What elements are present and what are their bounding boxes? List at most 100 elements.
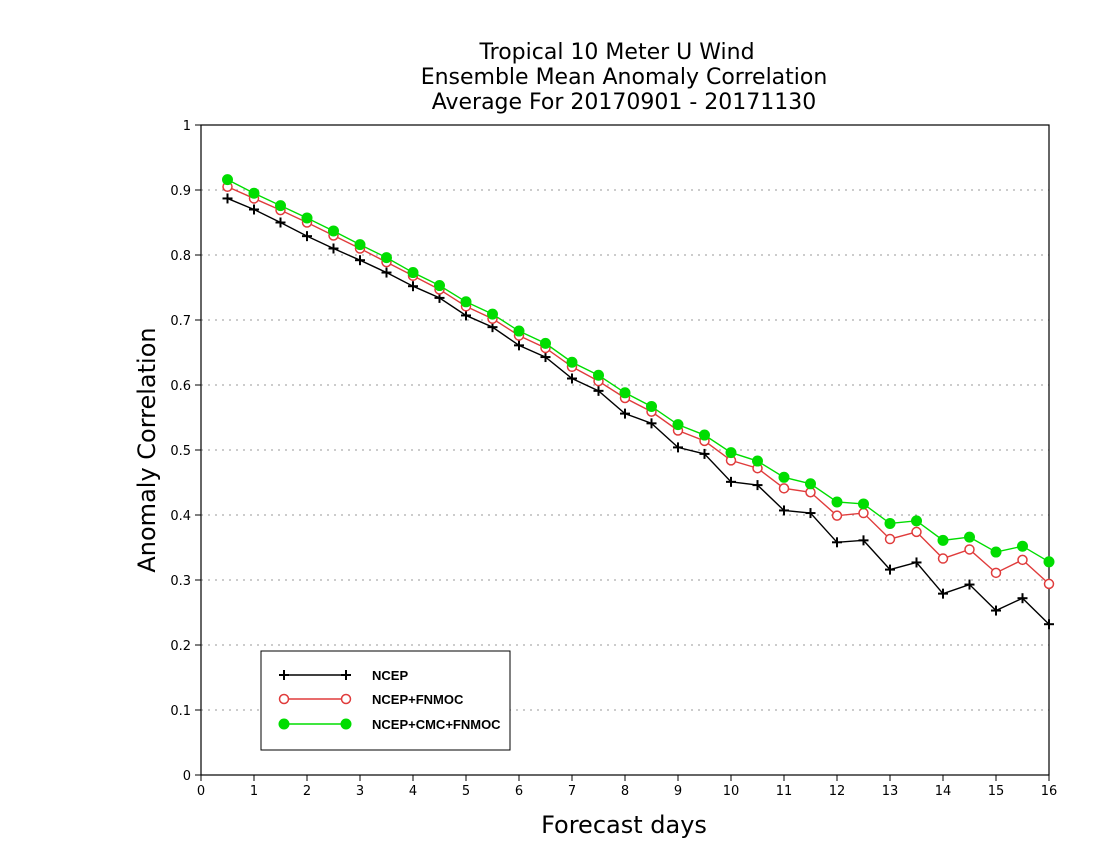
data-point (858, 535, 869, 546)
y-tick-label: 0.9 (170, 184, 191, 199)
data-point (1044, 619, 1054, 630)
series-ncep-fnmoc (222, 181, 1055, 590)
data-point (752, 480, 763, 491)
data-point (752, 455, 763, 467)
data-point (593, 369, 604, 381)
data-point (831, 510, 843, 521)
data-point (540, 352, 551, 363)
y-tick-label: 0 (183, 769, 191, 784)
data-point (858, 507, 869, 519)
legend: NCEP NCEP+FNMOC NCEP+CMC+FNMOC (260, 650, 511, 751)
y-tick-label: 0.2 (170, 639, 191, 654)
series-ncep-cmc-fnmoc (222, 174, 1055, 568)
data-point (805, 508, 816, 519)
x-tick-label: 14 (935, 784, 952, 799)
data-point (567, 373, 577, 384)
data-point (593, 385, 604, 396)
data-point (301, 212, 313, 224)
data-point (726, 476, 736, 487)
chart-title-line-2: Ensemble Mean Anomaly Correlation (421, 65, 828, 90)
data-point (302, 231, 312, 242)
y-tick-label: 0.3 (170, 574, 191, 589)
y-axis-label: Anomaly Correlation (133, 327, 161, 572)
x-tick-label: 8 (621, 784, 629, 799)
data-point (699, 448, 710, 459)
data-point (964, 544, 975, 555)
legend-marker (279, 670, 289, 680)
x-tick-label: 9 (674, 784, 682, 799)
data-point (514, 340, 524, 351)
data-point (328, 225, 339, 237)
data-point (1017, 540, 1028, 552)
data-point (328, 243, 339, 254)
data-point (699, 429, 710, 441)
data-point (646, 400, 657, 412)
data-point (938, 588, 948, 599)
data-point (672, 419, 684, 431)
legend-label: NCEP (372, 668, 408, 683)
series-layer (222, 174, 1055, 630)
legend-marker (340, 718, 352, 730)
x-axis-label: Forecast days (541, 811, 707, 839)
series-line (227, 186, 1050, 585)
data-point (831, 496, 843, 508)
data-point (407, 267, 419, 279)
data-point (248, 187, 260, 199)
data-point (275, 217, 286, 228)
data-point (911, 557, 922, 568)
x-tick-label: 1 (250, 784, 258, 799)
data-point (990, 546, 1002, 558)
data-point (408, 281, 418, 292)
y-tick-label: 0.7 (170, 314, 191, 329)
x-tick-label: 5 (462, 784, 470, 799)
data-point (354, 239, 366, 251)
data-point (778, 483, 790, 494)
data-point (222, 193, 233, 204)
data-point (778, 471, 790, 483)
x-tick-label: 13 (882, 784, 899, 799)
chart-title-line-3: Average For 20170901 - 20171130 (432, 90, 817, 115)
y-tick-label: 0.6 (170, 379, 191, 394)
data-point (487, 308, 498, 320)
data-point (460, 296, 472, 308)
y-tick-label: 0.8 (170, 249, 191, 264)
x-axis: 0 1 2 3 4 5 6 7 8 9 10 11 12 13 14 15 16 (197, 775, 1057, 799)
x-tick-label: 16 (1041, 784, 1058, 799)
legend-marker (278, 693, 290, 705)
legend-marker (341, 670, 351, 680)
data-point (832, 537, 842, 548)
data-point (964, 579, 975, 590)
data-point (911, 515, 922, 527)
y-tick-label: 0.4 (170, 509, 191, 524)
data-point (461, 310, 471, 321)
data-point (858, 498, 869, 510)
legend-label: NCEP+FNMOC (372, 692, 464, 707)
data-point (619, 387, 631, 399)
data-point (991, 605, 1001, 616)
y-tick-label: 1 (183, 119, 191, 134)
legend-item: NCEP (279, 668, 408, 683)
data-point (725, 447, 737, 459)
data-point (990, 567, 1002, 579)
data-point (566, 356, 578, 368)
data-point (249, 204, 259, 215)
data-point (381, 267, 392, 278)
data-point (540, 337, 551, 349)
x-tick-label: 10 (723, 784, 740, 799)
data-point (620, 408, 630, 419)
series-line (227, 197, 1050, 625)
x-tick-label: 4 (409, 784, 417, 799)
x-tick-label: 2 (303, 784, 311, 799)
data-point (673, 442, 683, 453)
x-tick-label: 7 (568, 784, 576, 799)
grid-lines (201, 189, 1049, 711)
legend-label: NCEP+CMC+FNMOC (372, 717, 501, 732)
data-point (884, 517, 896, 529)
data-point (222, 174, 233, 186)
data-point (434, 280, 445, 292)
x-tick-label: 11 (776, 784, 793, 799)
data-point (1017, 554, 1028, 566)
data-point (1043, 578, 1055, 590)
x-tick-label: 12 (829, 784, 846, 799)
